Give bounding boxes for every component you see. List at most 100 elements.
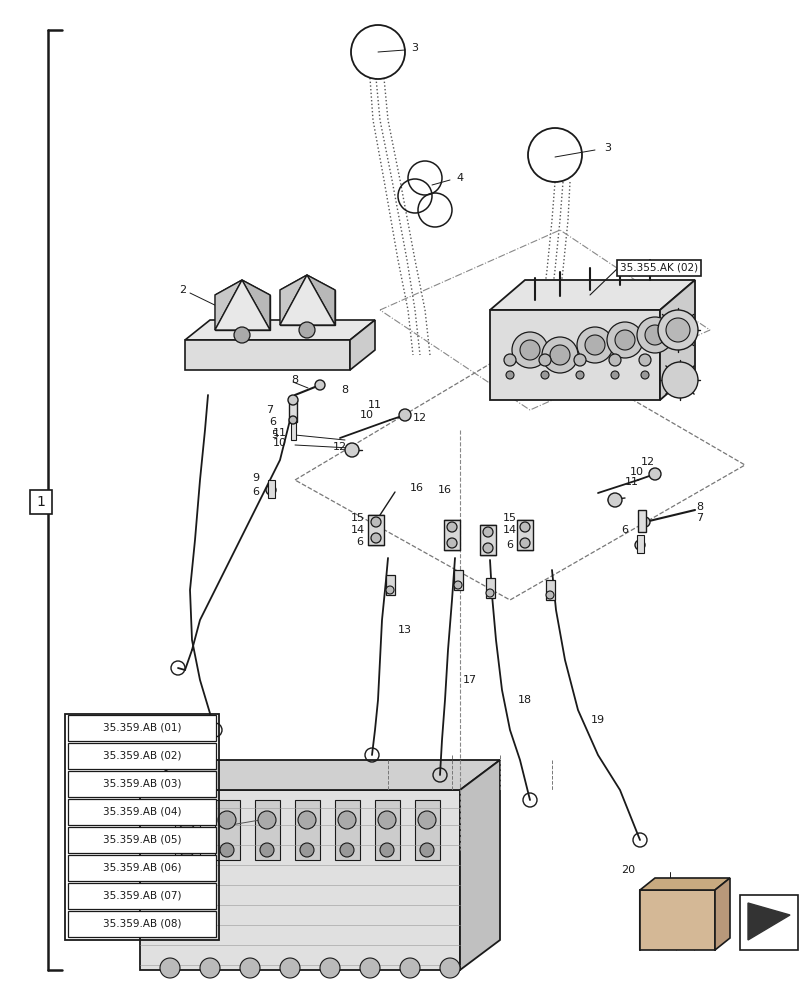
Circle shape — [260, 843, 273, 857]
Text: 14: 14 — [502, 525, 517, 535]
Circle shape — [340, 843, 354, 857]
Circle shape — [634, 540, 644, 550]
Circle shape — [371, 517, 380, 527]
Circle shape — [608, 354, 620, 366]
Circle shape — [240, 958, 260, 978]
Text: 7: 7 — [696, 513, 702, 523]
Polygon shape — [139, 760, 500, 790]
Circle shape — [298, 811, 315, 829]
Text: 6: 6 — [356, 537, 363, 547]
Bar — [68, 883, 216, 909]
Circle shape — [575, 371, 583, 379]
Circle shape — [180, 843, 194, 857]
Polygon shape — [280, 275, 335, 325]
Circle shape — [160, 958, 180, 978]
Text: 7: 7 — [266, 405, 273, 415]
Bar — [68, 743, 216, 769]
Circle shape — [665, 318, 689, 342]
Circle shape — [371, 533, 380, 543]
Circle shape — [288, 395, 298, 405]
Circle shape — [258, 811, 276, 829]
Text: 6: 6 — [620, 525, 628, 535]
Circle shape — [345, 443, 358, 457]
Bar — [414, 800, 440, 860]
Text: 20: 20 — [620, 865, 634, 875]
Text: 35.359.AB (07): 35.359.AB (07) — [103, 891, 181, 901]
Bar — [68, 911, 216, 937]
Text: 35.359.AB (06): 35.359.AB (06) — [103, 863, 181, 873]
Text: 4: 4 — [456, 173, 463, 183]
Polygon shape — [139, 790, 460, 970]
Polygon shape — [215, 280, 242, 330]
Bar — [68, 799, 216, 825]
Polygon shape — [639, 890, 714, 950]
Bar — [290, 422, 296, 440]
Polygon shape — [185, 340, 350, 370]
Bar — [289, 400, 297, 422]
Bar — [739, 895, 797, 950]
Circle shape — [519, 522, 530, 532]
Circle shape — [640, 371, 648, 379]
Circle shape — [519, 538, 530, 548]
Circle shape — [337, 811, 355, 829]
Polygon shape — [185, 320, 375, 340]
Bar — [636, 535, 643, 553]
Circle shape — [234, 327, 250, 343]
Circle shape — [540, 371, 548, 379]
Circle shape — [541, 337, 577, 373]
Polygon shape — [215, 295, 270, 330]
Circle shape — [639, 517, 649, 527]
Text: 35.355.AK (02): 35.355.AK (02) — [620, 263, 697, 273]
Circle shape — [440, 958, 460, 978]
Polygon shape — [350, 320, 375, 370]
Circle shape — [483, 527, 492, 537]
Circle shape — [657, 310, 697, 350]
Bar — [65, 714, 219, 940]
Text: 8: 8 — [341, 385, 348, 395]
Bar — [68, 827, 216, 853]
Bar — [30, 490, 52, 514]
Text: 10: 10 — [629, 467, 643, 477]
Circle shape — [519, 340, 539, 360]
Circle shape — [380, 843, 393, 857]
Polygon shape — [517, 520, 532, 550]
Bar — [268, 480, 275, 498]
Bar — [385, 575, 394, 595]
Text: 3: 3 — [603, 143, 611, 153]
Polygon shape — [215, 280, 270, 295]
Text: 12: 12 — [640, 457, 654, 467]
Circle shape — [638, 354, 650, 366]
Bar — [215, 800, 240, 860]
Circle shape — [200, 958, 220, 978]
Circle shape — [400, 958, 419, 978]
Text: 11: 11 — [272, 428, 286, 438]
Circle shape — [539, 354, 551, 366]
Circle shape — [512, 332, 547, 368]
Text: 35.359.AB (03): 35.359.AB (03) — [103, 779, 181, 789]
Circle shape — [573, 354, 586, 366]
Circle shape — [385, 586, 393, 594]
Circle shape — [398, 409, 410, 421]
Text: 2: 2 — [179, 285, 187, 295]
Circle shape — [549, 345, 569, 365]
Bar — [255, 800, 280, 860]
Text: 12: 12 — [413, 413, 427, 423]
Text: 16: 16 — [410, 483, 423, 493]
Polygon shape — [280, 290, 335, 325]
Circle shape — [446, 538, 457, 548]
Polygon shape — [489, 310, 659, 400]
Text: 8: 8 — [291, 375, 298, 385]
Bar — [175, 800, 200, 860]
Bar — [637, 510, 646, 532]
Circle shape — [607, 322, 642, 358]
Polygon shape — [639, 878, 729, 890]
Bar — [335, 800, 359, 860]
Circle shape — [644, 325, 664, 345]
Text: 6: 6 — [506, 540, 513, 550]
Text: 16: 16 — [437, 485, 452, 495]
Circle shape — [648, 468, 660, 480]
Circle shape — [220, 843, 234, 857]
Polygon shape — [367, 515, 384, 545]
Bar — [68, 715, 216, 741]
Text: 11: 11 — [624, 477, 638, 487]
